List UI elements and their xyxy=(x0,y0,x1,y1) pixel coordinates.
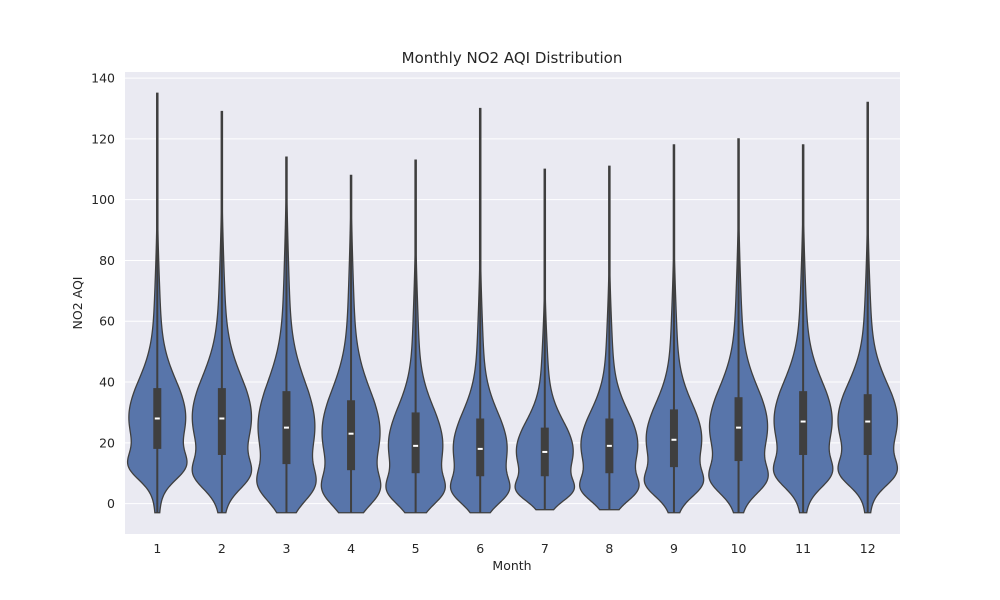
y-tick-label: 140 xyxy=(91,71,115,86)
y-axis-label: NO2 AQI xyxy=(70,277,85,330)
violin-iqr-box xyxy=(734,397,743,462)
y-axis-ticks: 0 20 40 60 80 100 120 140 xyxy=(91,71,115,512)
x-tick-label: 6 xyxy=(476,541,484,556)
y-tick-label: 120 xyxy=(91,131,115,146)
x-tick-label: 1 xyxy=(153,541,161,556)
x-tick-label: 2 xyxy=(218,541,226,556)
y-tick-label: 0 xyxy=(107,496,115,511)
x-tick-label: 4 xyxy=(347,541,355,556)
x-tick-label: 10 xyxy=(731,541,747,556)
violin-iqr-box xyxy=(411,412,420,474)
x-tick-label: 8 xyxy=(605,541,613,556)
violin-iqr-box xyxy=(476,418,485,477)
violin-iqr-box xyxy=(217,388,226,455)
violins xyxy=(126,92,899,514)
x-tick-label: 3 xyxy=(282,541,290,556)
y-tick-label: 40 xyxy=(99,375,115,390)
y-tick-label: 20 xyxy=(99,435,115,450)
x-tick-label: 12 xyxy=(860,541,876,556)
x-tick-label: 5 xyxy=(412,541,420,556)
violin-iqr-box xyxy=(799,391,808,455)
chart-title: Monthly NO2 AQI Distribution xyxy=(402,49,623,67)
violin-iqr-box xyxy=(669,409,678,468)
grid-lines xyxy=(125,77,900,505)
y-tick-label: 60 xyxy=(99,314,115,329)
violin-iqr-box xyxy=(347,400,356,471)
y-tick-label: 80 xyxy=(99,253,115,268)
x-tick-label: 7 xyxy=(541,541,549,556)
x-axis-label: Month xyxy=(492,558,531,573)
violin-iqr-box xyxy=(863,394,872,455)
x-axis-ticks: 1 2 3 4 5 6 7 8 9 10 11 12 xyxy=(153,541,875,556)
x-tick-label: 9 xyxy=(670,541,678,556)
x-tick-label: 11 xyxy=(795,541,811,556)
plot-area xyxy=(125,72,900,534)
y-tick-label: 100 xyxy=(91,192,115,207)
